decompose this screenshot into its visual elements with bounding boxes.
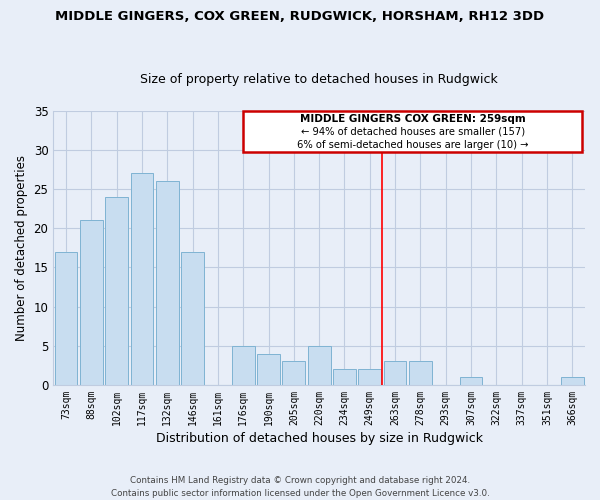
Bar — [105, 197, 128, 385]
Bar — [55, 252, 77, 385]
Bar — [181, 252, 204, 385]
Bar — [409, 362, 432, 385]
Text: MIDDLE GINGERS, COX GREEN, RUDGWICK, HORSHAM, RH12 3DD: MIDDLE GINGERS, COX GREEN, RUDGWICK, HOR… — [55, 10, 545, 23]
X-axis label: Distribution of detached houses by size in Rudgwick: Distribution of detached houses by size … — [155, 432, 482, 445]
Bar — [232, 346, 254, 385]
Bar — [308, 346, 331, 385]
Bar — [384, 362, 406, 385]
Bar — [257, 354, 280, 385]
Bar — [358, 370, 381, 385]
Bar — [131, 174, 154, 385]
Y-axis label: Number of detached properties: Number of detached properties — [15, 155, 28, 341]
Text: MIDDLE GINGERS COX GREEN: 259sqm: MIDDLE GINGERS COX GREEN: 259sqm — [300, 114, 526, 124]
Bar — [156, 182, 179, 385]
Bar — [561, 377, 584, 385]
Text: ← 94% of detached houses are smaller (157): ← 94% of detached houses are smaller (15… — [301, 127, 525, 137]
Bar — [460, 377, 482, 385]
Text: Contains HM Land Registry data © Crown copyright and database right 2024.
Contai: Contains HM Land Registry data © Crown c… — [110, 476, 490, 498]
Text: 6% of semi-detached houses are larger (10) →: 6% of semi-detached houses are larger (1… — [297, 140, 529, 149]
FancyBboxPatch shape — [243, 111, 583, 152]
Bar — [283, 362, 305, 385]
Bar — [80, 220, 103, 385]
Bar — [333, 370, 356, 385]
Title: Size of property relative to detached houses in Rudgwick: Size of property relative to detached ho… — [140, 73, 498, 86]
